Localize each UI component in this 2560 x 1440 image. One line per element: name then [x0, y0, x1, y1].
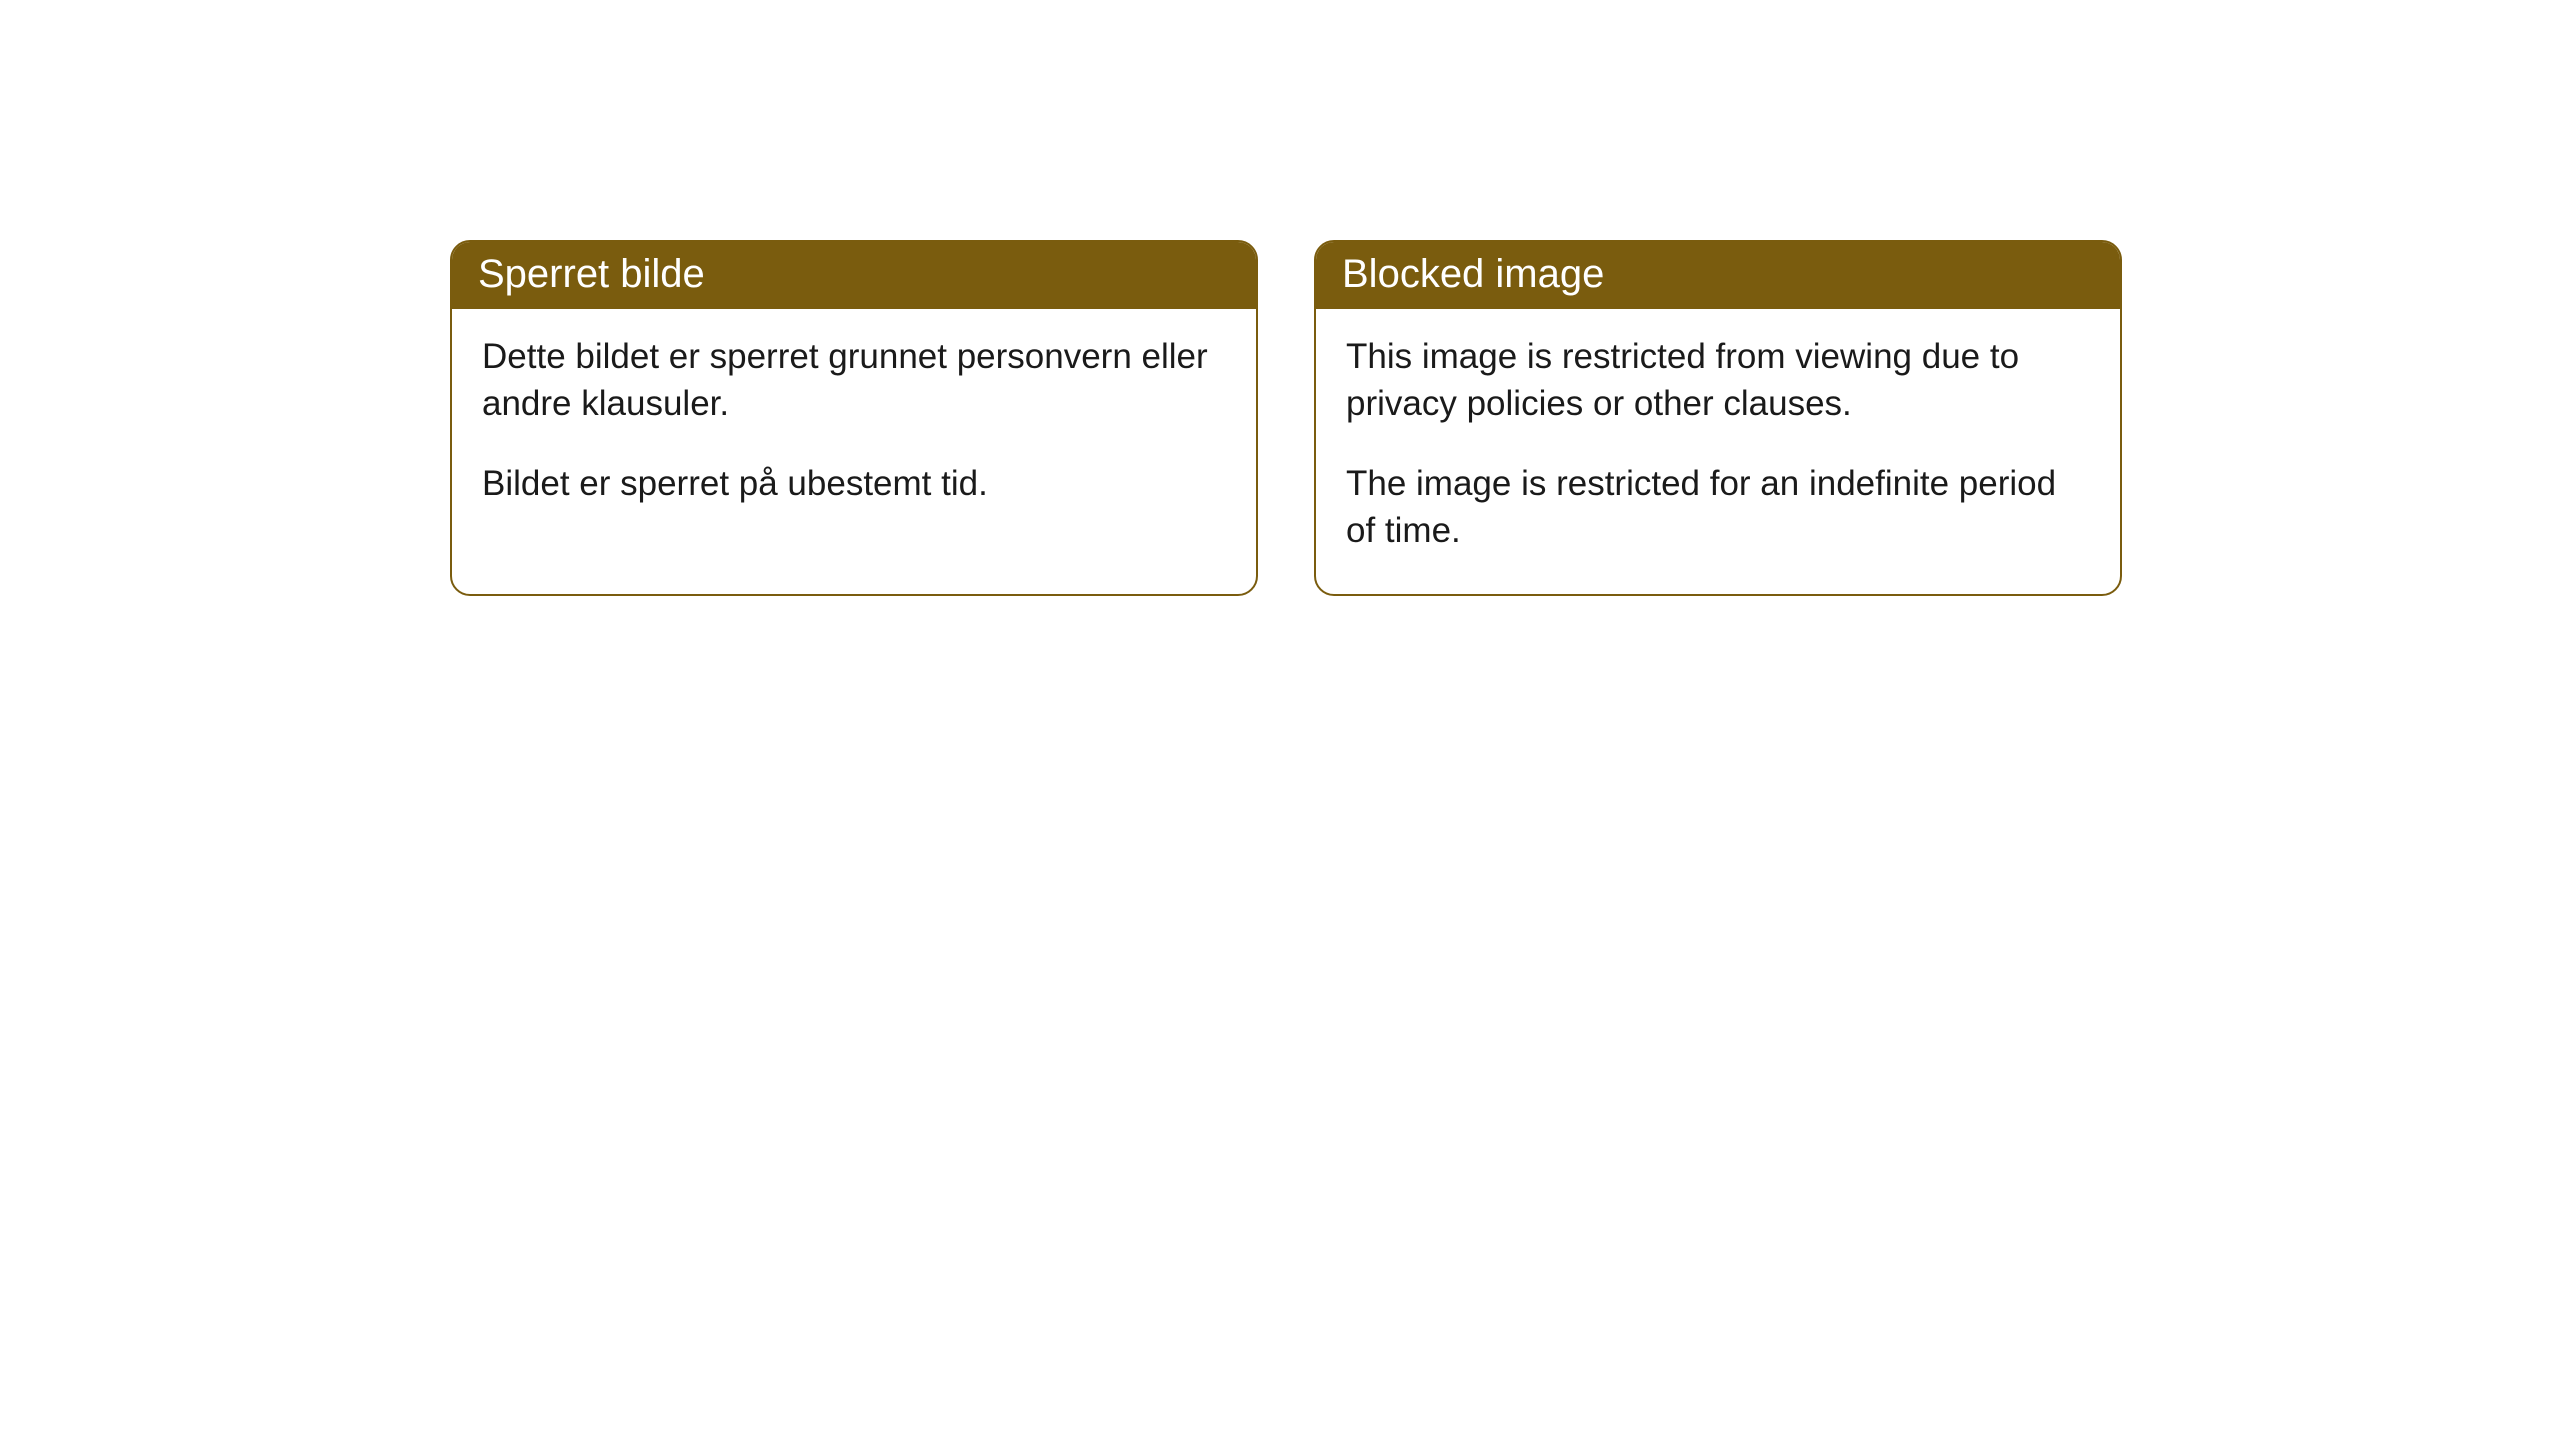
card-paragraph: The image is restricted for an indefinit…	[1346, 460, 2090, 555]
card-header: Blocked image	[1316, 242, 2120, 309]
card-paragraph: Bildet er sperret på ubestemt tid.	[482, 460, 1226, 507]
card-paragraph: Dette bildet er sperret grunnet personve…	[482, 333, 1226, 428]
notice-card-english: Blocked image This image is restricted f…	[1314, 240, 2122, 596]
notice-card-norwegian: Sperret bilde Dette bildet er sperret gr…	[450, 240, 1258, 596]
card-body: This image is restricted from viewing du…	[1316, 309, 2120, 594]
card-title: Sperret bilde	[478, 252, 705, 296]
notice-cards-container: Sperret bilde Dette bildet er sperret gr…	[450, 240, 2560, 596]
card-header: Sperret bilde	[452, 242, 1256, 309]
card-body: Dette bildet er sperret grunnet personve…	[452, 309, 1256, 547]
card-title: Blocked image	[1342, 252, 1604, 296]
card-paragraph: This image is restricted from viewing du…	[1346, 333, 2090, 428]
